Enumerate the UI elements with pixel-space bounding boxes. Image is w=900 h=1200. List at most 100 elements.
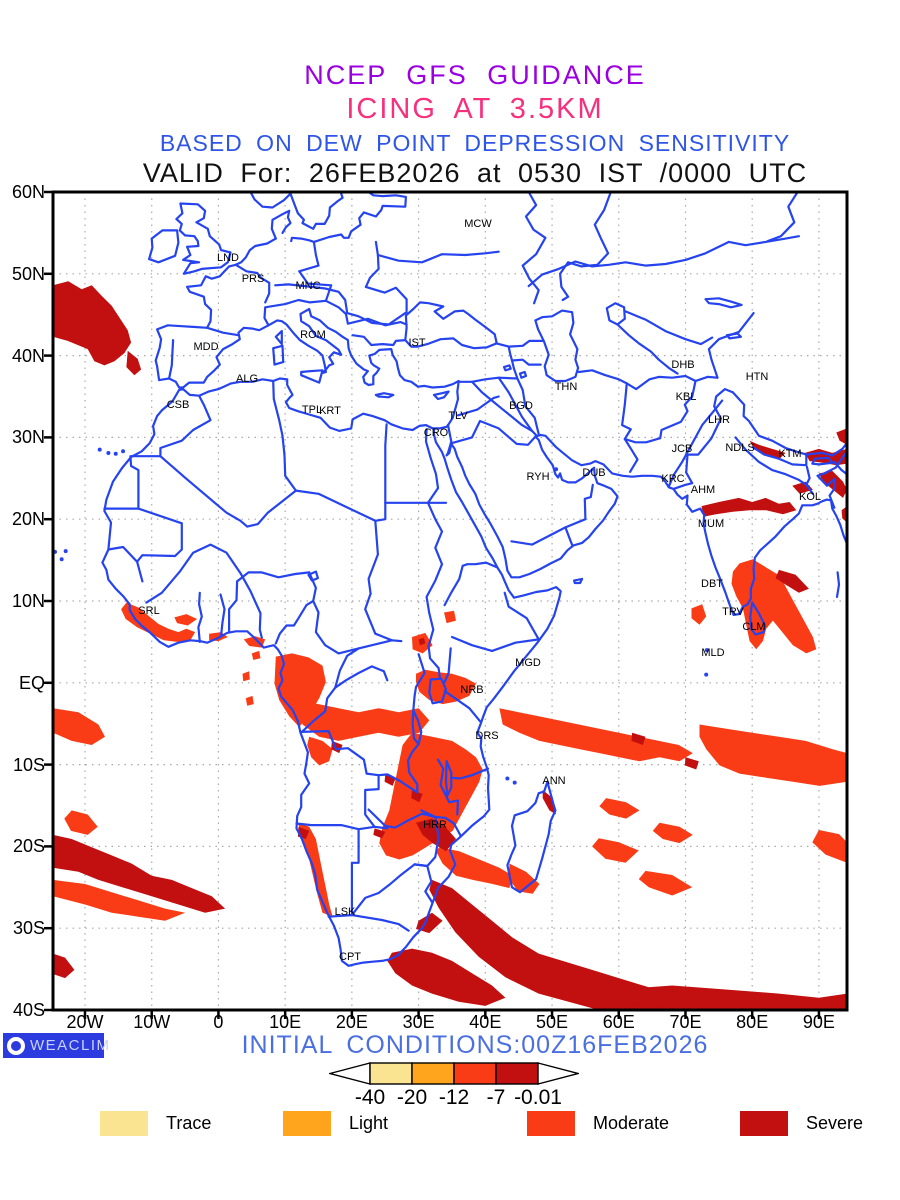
colorbar-left-arrow bbox=[329, 1062, 371, 1085]
legend-swatch-severe bbox=[740, 1111, 788, 1136]
colorbar-cell-trace bbox=[369, 1062, 413, 1085]
station-label-LSK: LSK bbox=[335, 906, 356, 918]
y-axis-label-60N: 60N bbox=[11, 182, 45, 202]
station-label-BGD: BGD bbox=[509, 400, 533, 412]
x-axis-label-20E: 20E bbox=[335, 1012, 368, 1032]
station-label-MDD: MDD bbox=[193, 341, 218, 353]
y-axis-label-50N: 50N bbox=[11, 263, 45, 284]
station-label-CSB: CSB bbox=[167, 399, 190, 411]
station-label-KOL: KOL bbox=[799, 491, 821, 503]
station-label-IST: IST bbox=[408, 337, 425, 349]
logo-ring-icon bbox=[7, 1036, 25, 1055]
legend-label-light: Light bbox=[349, 1113, 389, 1133]
colorbar-cell-severe bbox=[495, 1062, 539, 1085]
station-label-TLV: TLV bbox=[448, 410, 468, 422]
y-axis-label-EQ: EQ bbox=[18, 672, 45, 693]
legend-label-trace: Trace bbox=[166, 1113, 212, 1133]
x-axis-label-10E: 10E bbox=[269, 1012, 302, 1032]
station-label-NDLS: NDLS bbox=[725, 442, 754, 454]
station-label-MUM: MUM bbox=[698, 518, 724, 530]
colorbar-tick--7: -7 bbox=[486, 1086, 506, 1109]
x-axis-label-0: 0 bbox=[213, 1012, 224, 1032]
legend-item-trace: Trace bbox=[100, 1111, 260, 1137]
page-title: NCEP GFS GUIDANCE bbox=[304, 60, 646, 90]
station-label-HRR: HRR bbox=[423, 819, 447, 831]
x-axis-label-60E: 60E bbox=[602, 1012, 635, 1032]
station-label-TPL: TPL bbox=[302, 404, 322, 416]
logo-text: WEACLIM bbox=[30, 1037, 111, 1054]
station-label-LND: LND bbox=[217, 252, 239, 264]
legend-swatch-light bbox=[283, 1111, 331, 1136]
station-label-HTN: HTN bbox=[746, 371, 769, 383]
station-label-RYH: RYH bbox=[526, 471, 549, 483]
axis-ticks bbox=[44, 190, 821, 1019]
station-label-MNC: MNC bbox=[295, 280, 320, 292]
station-label-AHM: AHM bbox=[691, 484, 715, 496]
station-label-DHB: DHB bbox=[671, 359, 694, 371]
x-axis-label-10W: 10W bbox=[133, 1012, 171, 1032]
subtitle-level: ICING AT 3.5KM bbox=[346, 93, 604, 125]
colorbar-tick--40: -40 bbox=[354, 1086, 386, 1109]
station-label-CPT: CPT bbox=[339, 951, 361, 963]
y-axis-label-30S: 30S bbox=[12, 918, 45, 939]
x-axis-label-50E: 50E bbox=[536, 1012, 569, 1032]
station-label-ROM: ROM bbox=[300, 329, 326, 341]
x-axis-label-80E: 80E bbox=[736, 1012, 769, 1032]
y-axis-label-20N: 20N bbox=[11, 509, 45, 530]
initial-conditions-label: INITIAL CONDITIONS:00Z16FEB2026 bbox=[241, 1031, 709, 1059]
y-axis-label-20S: 20S bbox=[12, 836, 45, 857]
x-axis-label-30E: 30E bbox=[402, 1012, 435, 1032]
station-label-DUB: DUB bbox=[582, 467, 605, 479]
station-label-LHR: LHR bbox=[708, 414, 730, 426]
colorbar-right-arrow bbox=[537, 1062, 579, 1085]
y-axis-label-10N: 10N bbox=[11, 591, 45, 611]
legend-swatch-moderate bbox=[527, 1111, 575, 1136]
station-label-KRC: KRC bbox=[661, 473, 684, 485]
colorbar-cell-light bbox=[411, 1062, 455, 1085]
station-label-KTM: KTM bbox=[778, 448, 801, 460]
station-label-TRV: TRV bbox=[722, 606, 744, 618]
colorbar-tick--0.01: -0.01 bbox=[514, 1086, 562, 1109]
legend-item-light: Light bbox=[283, 1111, 443, 1137]
x-axis-label-90E: 90E bbox=[802, 1012, 835, 1032]
station-label-MLD: MLD bbox=[701, 647, 724, 659]
legend-swatch-trace bbox=[100, 1111, 148, 1136]
station-label-ALG: ALG bbox=[236, 373, 258, 385]
station-label-CRO: CRO bbox=[424, 427, 449, 439]
station-label-DRS: DRS bbox=[475, 730, 498, 742]
legend-item-severe: Severe bbox=[740, 1111, 900, 1137]
x-axis-label-70E: 70E bbox=[669, 1012, 702, 1032]
legend-label-severe: Severe bbox=[806, 1113, 864, 1133]
station-label-JCB: JCB bbox=[672, 443, 693, 455]
station-label-KRT: KRT bbox=[319, 405, 341, 417]
coastlines-borders bbox=[53, 190, 849, 967]
station-label-THN: THN bbox=[555, 381, 578, 393]
station-label-MCW: MCW bbox=[464, 218, 492, 230]
station-label-DBT: DBT bbox=[701, 578, 723, 590]
y-axis-label-30N: 30N bbox=[11, 427, 45, 448]
station-label-MGD: MGD bbox=[515, 657, 541, 669]
legend-label-moderate: Moderate bbox=[593, 1113, 670, 1133]
station-label-KBL: KBL bbox=[676, 391, 697, 403]
y-axis-label-40N: 40N bbox=[11, 345, 45, 366]
valid-time-line: VALID For: 26FEB2026 at 0530 IST /0000 U… bbox=[142, 158, 808, 188]
colorbar bbox=[329, 1062, 579, 1085]
colorbar-tick--20: -20 bbox=[396, 1086, 428, 1109]
subtitle-method: BASED ON DEW POINT DEPRESSION SENSITIVIT… bbox=[159, 130, 791, 156]
colorbar-tick--12: -12 bbox=[438, 1086, 470, 1109]
legend-item-moderate: Moderate bbox=[527, 1111, 687, 1137]
station-label-PRS: PRS bbox=[242, 273, 265, 285]
station-label-NRB: NRB bbox=[460, 684, 483, 696]
y-axis-label-10S: 10S bbox=[12, 754, 45, 775]
x-axis-label-20W: 20W bbox=[66, 1012, 104, 1032]
x-axis-label-40E: 40E bbox=[469, 1012, 502, 1032]
station-label-CLM: CLM bbox=[742, 621, 765, 633]
y-axis-label-40S: 40S bbox=[12, 1000, 45, 1020]
colorbar-cell-moderate bbox=[453, 1062, 497, 1085]
station-label-ANN: ANN bbox=[542, 775, 565, 787]
weaclim-logo: WEACLIM bbox=[3, 1033, 109, 1058]
station-label-SRL: SRL bbox=[138, 605, 159, 617]
